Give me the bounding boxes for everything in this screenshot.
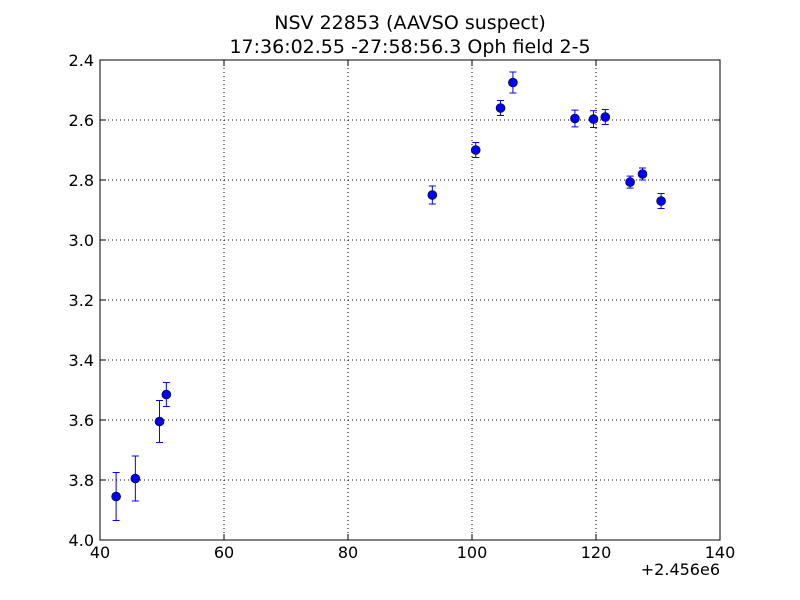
data-point bbox=[495, 103, 506, 113]
data-point bbox=[570, 113, 580, 124]
x-tick-label: 140 bbox=[705, 543, 736, 562]
data-point bbox=[161, 389, 172, 400]
data-point bbox=[470, 145, 481, 155]
data-point bbox=[637, 169, 648, 179]
y-tick-label: 3.8 bbox=[69, 471, 94, 490]
data-point bbox=[656, 196, 666, 206]
chart-title: NSV 22853 (AAVSO suspect) bbox=[274, 12, 545, 34]
grid bbox=[100, 60, 720, 540]
data-point bbox=[508, 77, 518, 88]
y-tick-label: 2.8 bbox=[69, 171, 94, 190]
data-point bbox=[600, 112, 611, 122]
axes-frame bbox=[99, 59, 721, 541]
y-tick-label: 3.6 bbox=[69, 411, 94, 430]
x-tick-label: 60 bbox=[214, 543, 234, 562]
x-tick-label: 120 bbox=[581, 543, 612, 562]
y-tick-labels: 2.4 2.6 2.8 3.0 3.2 3.4 3.6 3.8 4.0 bbox=[69, 51, 94, 550]
x-tick-label: 100 bbox=[457, 543, 488, 562]
data-point bbox=[588, 114, 599, 124]
data-point bbox=[427, 190, 438, 200]
data-points bbox=[111, 77, 666, 502]
data-point bbox=[130, 473, 141, 484]
y-tick-label: 3.0 bbox=[69, 231, 94, 250]
y-tick-label: 3.4 bbox=[69, 351, 94, 370]
x-tick-labels: 40 60 80 100 120 140 bbox=[90, 543, 735, 562]
data-point bbox=[111, 491, 121, 502]
x-offset-label: +2.456e6 bbox=[641, 560, 720, 579]
x-tick-label: 80 bbox=[338, 543, 358, 562]
y-tick-label: 2.4 bbox=[69, 51, 94, 70]
y-tick-label: 4.0 bbox=[69, 531, 94, 550]
data-point bbox=[154, 416, 165, 427]
chart-subtitle: 17:36:02.55 -27:58:56.3 Oph field 2-5 bbox=[229, 36, 590, 58]
data-point bbox=[625, 177, 635, 187]
x-tick-label: 40 bbox=[90, 543, 110, 562]
y-tick-label: 2.6 bbox=[69, 111, 94, 130]
y-tick-label: 3.2 bbox=[69, 291, 94, 310]
